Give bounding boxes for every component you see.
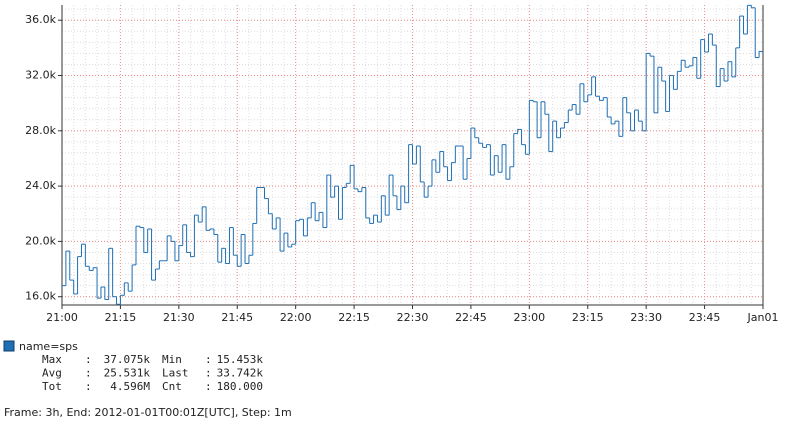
x-tick-label: 21:15 (105, 311, 137, 324)
stat-label: Avg (42, 367, 62, 380)
x-tick-label: 23:00 (513, 311, 545, 324)
x-tick-label: 22:30 (397, 311, 429, 324)
stat-sep: : (205, 353, 212, 366)
step-connector (65, 5, 760, 305)
stat-value: 33.742k (217, 367, 264, 380)
x-tick-label: 21:00 (46, 311, 78, 324)
x-tick-label: Jan01 (747, 311, 779, 324)
stat-sep: : (85, 353, 92, 366)
x-tick-label: 23:30 (630, 311, 662, 324)
y-tick-label: 16.0k (25, 290, 56, 303)
stat-sep: : (205, 380, 212, 393)
y-tick-label: 36.0k (25, 13, 56, 26)
stat-label: Last (162, 367, 189, 380)
x-tick-label: 22:45 (455, 311, 487, 324)
stat-value: 180.000 (217, 380, 263, 393)
stat-sep: : (85, 380, 92, 393)
legend-label: name=sps (19, 340, 78, 353)
x-tick-label: 21:30 (163, 311, 195, 324)
stat-label: Max (42, 353, 62, 366)
y-tick-label: 20.0k (25, 234, 56, 247)
stat-value: 4.596M (110, 380, 150, 393)
y-tick-label: 24.0k (25, 179, 56, 192)
x-tick-label: 23:15 (572, 311, 604, 324)
x-tick-label: 22:00 (280, 311, 312, 324)
x-tick-label: 23:45 (689, 311, 721, 324)
stat-sep: : (205, 367, 212, 380)
legend-swatch (3, 340, 15, 352)
stat-value: 25.531k (104, 367, 151, 380)
stat-label: Min (162, 353, 182, 366)
stat-label: Tot (42, 380, 62, 393)
footer: Frame: 3h, End: 2012-01-01T00:01Z[UTC], … (4, 406, 292, 419)
stat-value: 37.075k (104, 353, 151, 366)
y-tick-label: 28.0k (25, 124, 56, 137)
x-tick-label: 22:15 (338, 311, 370, 324)
x-tick-label: 21:45 (221, 311, 253, 324)
stat-value: 15.453k (217, 353, 264, 366)
stat-label: Cnt (162, 380, 182, 393)
stat-sep: : (85, 367, 92, 380)
y-tick-label: 32.0k (25, 69, 56, 82)
